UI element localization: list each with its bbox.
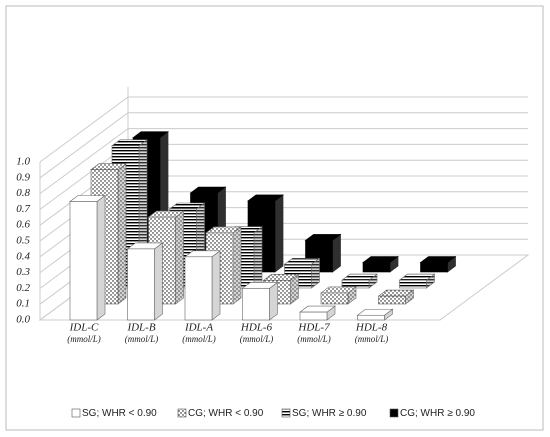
y-tick-label: 0.0 bbox=[16, 314, 30, 326]
legend-item: CG; WHR < 0.90 bbox=[177, 408, 264, 419]
y-tick-label: 0.1 bbox=[16, 298, 30, 310]
legend-label: CG; WHR ≥ 0.90 bbox=[400, 408, 475, 419]
bar-shade bbox=[390, 256, 398, 272]
bar-front bbox=[242, 288, 270, 321]
bar-shade bbox=[275, 194, 283, 272]
legend-item: SG; WHR ≥ 0.90 bbox=[281, 408, 367, 419]
bar-front bbox=[357, 314, 385, 321]
x-tick-sublabel: (mmol/L) bbox=[240, 334, 274, 344]
bar-shade bbox=[269, 282, 278, 320]
bar bbox=[241, 281, 279, 321]
bar bbox=[419, 255, 457, 273]
x-tick-sublabel: (mmol/L) bbox=[355, 334, 389, 344]
legend-swatch bbox=[177, 408, 187, 418]
legend-swatch bbox=[281, 408, 291, 418]
legend-label: CG; WHR < 0.90 bbox=[188, 408, 264, 419]
bar-shade bbox=[426, 274, 435, 288]
y-tick-label: 0.8 bbox=[16, 187, 30, 199]
legend-label: SG; WHR < 0.90 bbox=[82, 408, 157, 419]
bar-front bbox=[420, 262, 448, 273]
bar-shade bbox=[332, 234, 341, 272]
x-tick-label: HDL-8 bbox=[355, 322, 388, 334]
grid-line bbox=[39, 128, 129, 195]
bar-shade bbox=[97, 195, 105, 320]
bar bbox=[341, 273, 378, 289]
bar-front bbox=[299, 311, 328, 321]
legend-swatch bbox=[389, 408, 399, 418]
bar-front bbox=[320, 292, 349, 305]
x-tick-sublabel: (mmol/L) bbox=[182, 334, 216, 344]
bar bbox=[320, 286, 357, 305]
bar-shade bbox=[327, 306, 335, 320]
x-tick-sublabel: (mmol/L) bbox=[297, 334, 331, 344]
bar-front bbox=[127, 248, 155, 321]
y-tick-label: 0.3 bbox=[16, 266, 30, 278]
y-tick-label: 0.6 bbox=[16, 219, 30, 231]
legend-item: SG; WHR < 0.90 bbox=[71, 408, 157, 419]
bar-shade bbox=[290, 274, 299, 304]
bar-shade bbox=[154, 242, 163, 320]
bar-shade bbox=[233, 226, 241, 304]
bar-front bbox=[378, 295, 406, 305]
bar-shade bbox=[447, 256, 456, 272]
bar-front bbox=[184, 256, 213, 321]
x-tick-label: IDL-A bbox=[184, 322, 213, 334]
bar-shade bbox=[348, 286, 356, 304]
bar-shade bbox=[254, 226, 262, 288]
y-tick-label: 0.5 bbox=[16, 235, 30, 247]
bar bbox=[356, 308, 394, 321]
bar-shade bbox=[212, 250, 220, 320]
legend-swatch bbox=[71, 408, 81, 418]
legend-label: SG; WHR ≥ 0.90 bbox=[292, 408, 367, 419]
bar-front bbox=[362, 262, 391, 273]
x-tick-sublabel: (mmol/L) bbox=[125, 334, 159, 344]
bar-front bbox=[399, 279, 427, 289]
x-tick-label: HDL-6 bbox=[240, 322, 273, 334]
bar bbox=[362, 255, 399, 273]
bar bbox=[126, 242, 164, 321]
x-tick-label: HDL-7 bbox=[297, 322, 330, 334]
bar-shade bbox=[405, 290, 414, 304]
y-tick-label: 0.7 bbox=[16, 203, 30, 215]
bar-shade bbox=[369, 274, 377, 288]
y-tick-label: 1.0 bbox=[16, 156, 30, 168]
bar-front bbox=[69, 201, 98, 321]
bar-shade bbox=[175, 211, 184, 304]
y-tick-label: 0.4 bbox=[16, 250, 30, 262]
x-tick-label: IDL-C bbox=[69, 322, 99, 334]
x-tick-sublabel: (mmol/L) bbox=[67, 334, 101, 344]
bar bbox=[299, 305, 336, 321]
y-tick-label: 0.9 bbox=[16, 171, 30, 183]
grid-line bbox=[39, 96, 129, 163]
chart-border bbox=[5, 5, 544, 431]
bar bbox=[398, 273, 436, 289]
bar bbox=[283, 257, 321, 289]
bar bbox=[184, 250, 221, 321]
bar bbox=[69, 194, 106, 321]
bar bbox=[377, 289, 415, 305]
bar-shade bbox=[311, 258, 320, 288]
x-tick-label: IDL-B bbox=[126, 322, 155, 334]
y-tick-label: 0.2 bbox=[16, 282, 30, 294]
grid-line bbox=[39, 112, 129, 179]
bar-shade bbox=[118, 163, 126, 304]
legend-item: CG; WHR ≥ 0.90 bbox=[389, 408, 475, 419]
bar-shade bbox=[384, 309, 393, 320]
